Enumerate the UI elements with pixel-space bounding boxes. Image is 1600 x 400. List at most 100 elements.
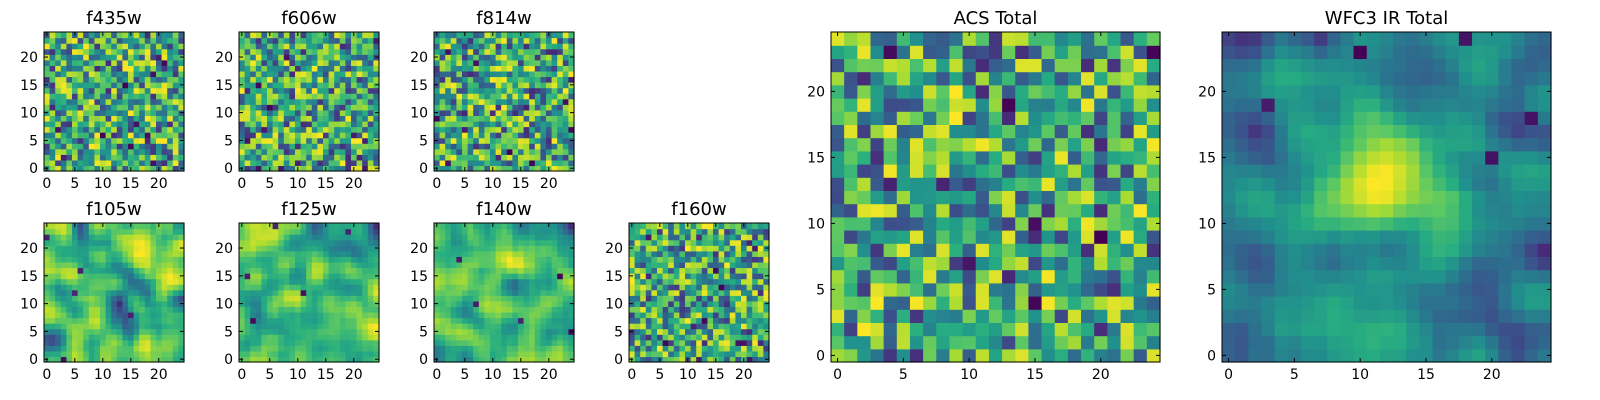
heatmap-cell [144, 32, 151, 39]
heatmap-cell [161, 154, 168, 161]
heatmap-cell [289, 115, 296, 122]
heatmap-cell [272, 109, 279, 116]
heatmap-cell [551, 154, 558, 161]
heatmap-cell [122, 345, 129, 352]
heatmap-cell [44, 132, 51, 139]
heatmap-cell [434, 284, 441, 291]
heatmap-cell [718, 356, 725, 363]
heatmap-cell [490, 65, 497, 72]
heatmap-cell [557, 159, 564, 167]
heatmap-cell [557, 339, 564, 346]
heatmap-cell [167, 109, 174, 116]
heatmap-cell [473, 256, 480, 263]
heatmap-cell [1015, 335, 1029, 350]
heatmap-cell [267, 76, 274, 83]
heatmap-cell [77, 273, 84, 280]
heatmap-cell [551, 245, 558, 252]
heatmap-cell [367, 328, 374, 335]
heatmap-cell [255, 323, 262, 330]
heatmap-cell [975, 190, 990, 205]
heatmap-cell [77, 54, 84, 61]
heatmap-cell [139, 234, 146, 241]
heatmap-cell [66, 223, 73, 230]
heatmap-cell [562, 284, 569, 291]
heatmap-cell [501, 165, 508, 172]
heatmap-cell [975, 164, 990, 178]
heatmap-cell [696, 323, 703, 330]
heatmap-cell [311, 234, 318, 241]
heatmap-cell [306, 256, 313, 263]
heatmap-cell [44, 104, 51, 111]
heatmap-cell [490, 98, 497, 105]
heatmap-cell [289, 278, 296, 285]
heatmap-cell [278, 334, 285, 341]
heatmap-cell [250, 82, 257, 89]
heatmap-cell [439, 32, 446, 39]
heatmap-cell [345, 82, 352, 89]
heatmap-cell [478, 306, 485, 313]
heatmap-cell [116, 284, 123, 291]
heatmap-cell [456, 143, 463, 150]
heatmap-cell [244, 317, 251, 324]
heatmap-cell [523, 261, 530, 269]
heatmap-cell [1146, 190, 1161, 205]
heatmap-cell [473, 54, 480, 61]
heatmap-cell [439, 350, 446, 358]
heatmap-cell [122, 159, 129, 167]
heatmap-cell [144, 59, 151, 66]
heatmap-cell [66, 250, 73, 257]
heatmap-cell [55, 245, 62, 252]
heatmap-cell [289, 32, 296, 39]
heatmap-cell [300, 306, 307, 313]
heatmap-cell [105, 295, 112, 302]
heatmap-cell [651, 256, 658, 263]
heatmap-cell [339, 70, 346, 78]
heatmap-cell [757, 345, 764, 352]
heatmap-cell [72, 54, 79, 61]
heatmap-cell [83, 334, 90, 341]
heatmap-cell [512, 273, 519, 280]
heatmap-cell [244, 59, 251, 66]
heatmap-cell [300, 295, 307, 302]
heatmap-cell [83, 256, 90, 263]
heatmap-cell [949, 230, 964, 244]
heatmap-cell [122, 82, 129, 89]
heatmap-cell [105, 109, 112, 116]
heatmap-cell [763, 250, 770, 257]
heatmap-cell [156, 120, 163, 128]
heatmap-cell [467, 345, 474, 352]
heatmap-cell [144, 148, 151, 155]
heatmap-cell [261, 273, 268, 280]
heatmap-cell [763, 306, 770, 313]
heatmap-cell [323, 132, 330, 139]
heatmap-cell [351, 300, 358, 307]
heatmap-cell [729, 278, 736, 285]
heatmap-cell [662, 278, 669, 285]
heatmap-cell [339, 115, 346, 122]
heatmap-cell [116, 37, 123, 44]
heatmap-cell [478, 228, 485, 235]
heatmap-cell [150, 115, 157, 122]
heatmap-cell [239, 234, 246, 241]
heatmap-cell [295, 234, 302, 241]
heatmap-cell [696, 245, 703, 252]
heatmap-cell [255, 328, 262, 335]
heatmap-cell [144, 37, 151, 44]
heatmap-cell [105, 278, 112, 285]
heatmap-cell [334, 334, 341, 341]
heatmap-cell [167, 223, 174, 230]
heatmap-cell [306, 345, 313, 352]
heatmap-cell [495, 228, 502, 235]
heatmap-cell [512, 48, 519, 55]
heatmap-cell [462, 267, 469, 274]
heatmap-cell [339, 132, 346, 139]
heatmap-cell [300, 59, 307, 66]
heatmap-cell [311, 339, 318, 346]
heatmap-cell [351, 228, 358, 235]
heatmap-cell [735, 273, 742, 280]
heatmap-cell [94, 109, 101, 116]
heatmap-cell [752, 278, 759, 285]
heatmap-cell [467, 223, 474, 230]
heatmap-cell [139, 239, 146, 246]
heatmap-cell [923, 177, 937, 191]
